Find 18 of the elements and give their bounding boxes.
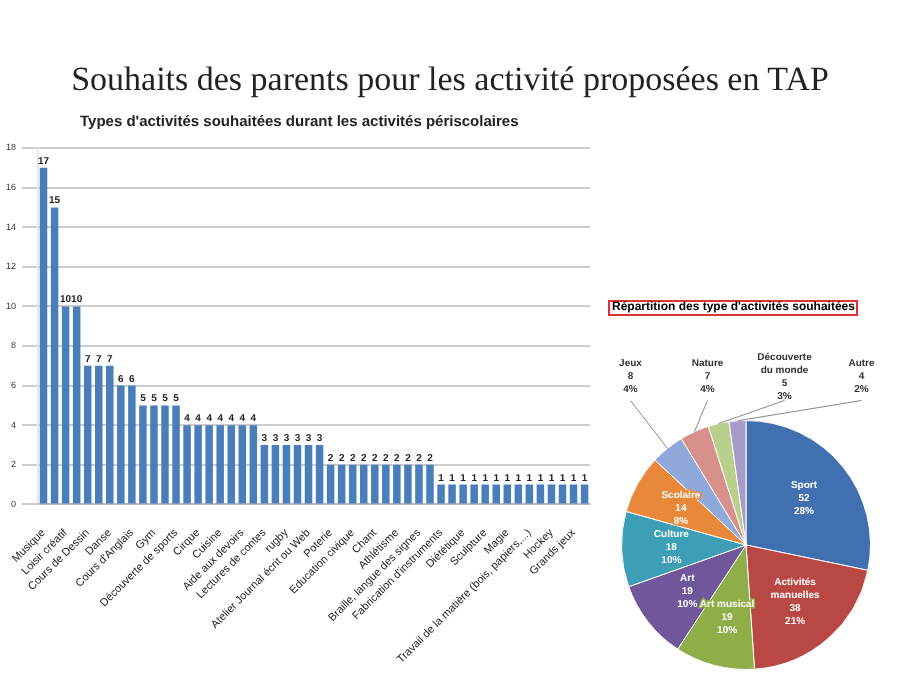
bar (249, 425, 258, 504)
bar (83, 365, 92, 504)
bar (271, 445, 280, 504)
bar (348, 464, 357, 504)
bar (61, 306, 70, 504)
bar (282, 445, 291, 504)
bar (238, 425, 247, 504)
bar (326, 464, 335, 504)
bar (50, 207, 59, 504)
bar (94, 365, 103, 504)
bar (72, 306, 81, 504)
bar (337, 464, 346, 504)
bar (260, 445, 269, 504)
chart-title: Souhaits des parents pour les activité proposées en TAP (69, 60, 831, 100)
bar (39, 167, 48, 504)
bar (315, 445, 324, 504)
bar (304, 445, 313, 504)
bar (293, 445, 302, 504)
